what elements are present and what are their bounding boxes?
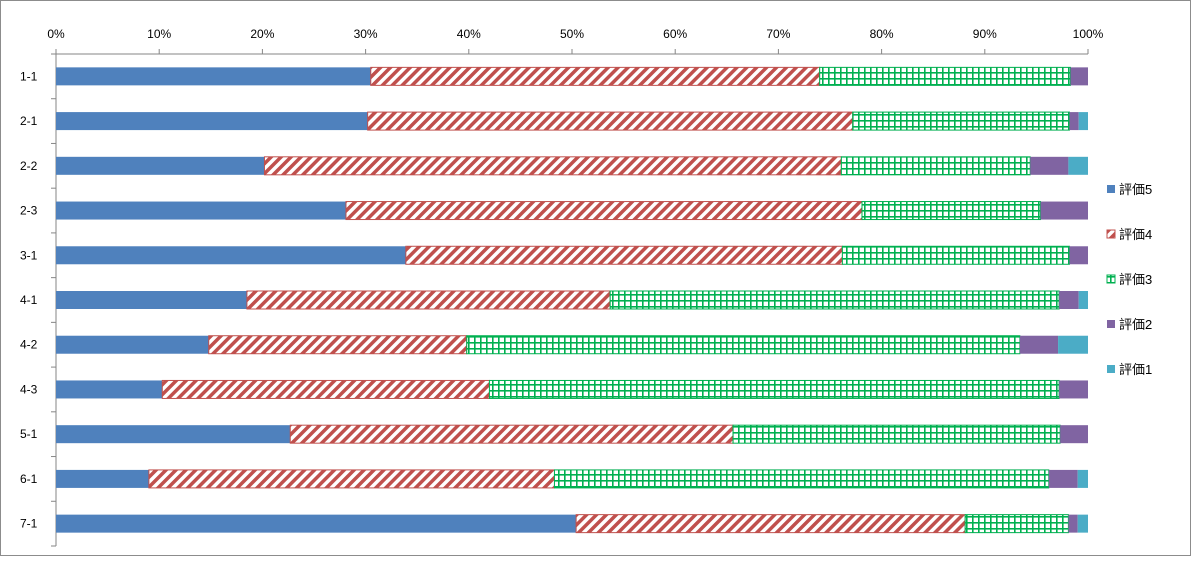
legend-swatch [1106,274,1116,284]
category-label: 4-2 [20,338,38,352]
bar-segment [56,291,247,309]
legend-label: 評価2 [1119,317,1152,332]
category-label: 7-1 [20,517,38,531]
x-tick-label: 20% [250,27,274,41]
bar-segment [1019,335,1059,354]
category-label: 5-1 [20,427,38,441]
x-tick-label: 100% [1073,27,1104,41]
category-label: 2-3 [20,204,38,218]
bar-segment [161,379,490,399]
x-tick-label: 0% [47,27,65,41]
bar-segment [370,66,821,86]
bar-segment [575,514,966,534]
bar-segment [1068,156,1088,175]
bar-segment [819,66,1071,86]
bar-segment [56,201,346,220]
category-label: 1-1 [20,69,38,83]
legend-label: 評価1 [1119,362,1152,377]
bar-segment [56,112,368,131]
bar-segment [208,335,468,355]
bar-segment [1078,112,1088,131]
bar-segment [1058,335,1088,354]
bar-segment [405,245,843,265]
category-label: 4-3 [20,382,38,396]
bar-segment [1060,425,1088,444]
bar-segment [345,201,863,221]
bar-segment [1069,112,1079,131]
category-label: 4-1 [20,293,38,307]
x-tick-label: 40% [457,27,481,41]
bar-segment [1059,380,1088,399]
bar-segment [840,156,1031,176]
bar-segment [56,156,265,175]
bar-segment [289,424,734,444]
bar-segment [1030,156,1069,175]
bar-segment [1069,246,1088,265]
legend-swatch [1107,365,1115,373]
legend-swatch [1107,320,1115,328]
bar-segment [367,111,854,131]
x-tick-label: 90% [973,27,997,41]
bar-segment [263,156,842,176]
bar-segment [553,469,1050,489]
x-tick-label: 70% [766,27,790,41]
bar-segment [1070,67,1088,86]
bar-segment [732,424,1061,444]
bar-segment [841,245,1070,265]
legend-label: 評価5 [1119,182,1152,197]
category-label: 3-1 [20,248,38,262]
bar-segment [56,67,371,86]
bar-segment [609,290,1060,310]
bar-segment [1048,469,1078,488]
category-label: 2-1 [20,114,38,128]
bar-segment [1068,514,1078,533]
bar-segment [1077,469,1088,488]
legend-label: 評価4 [1119,227,1152,242]
x-tick-label: 50% [560,27,584,41]
bar-segment [56,425,291,444]
x-tick-label: 80% [870,27,894,41]
bar-segment [56,469,149,488]
x-tick-label: 60% [663,27,687,41]
bar-segment [56,380,163,399]
bar-segment [488,379,1060,399]
bar-segment [964,514,1069,534]
bar-segment [466,335,1021,355]
bar-segment [1040,201,1088,220]
bar-segment [1078,291,1088,309]
bar-segment [246,290,611,310]
bar-segment [1077,514,1088,533]
bar-segment [56,246,406,265]
legend-swatch [1107,185,1115,193]
bar-segment [1059,291,1079,309]
bar-segment [861,201,1042,221]
legend-label: 評価3 [1119,272,1152,287]
legend-swatch [1106,229,1116,239]
category-label: 6-1 [20,472,38,486]
x-tick-label: 10% [147,27,171,41]
category-label: 2-2 [20,159,38,173]
bar-segment [148,469,555,489]
bar-segment [56,335,209,354]
bar-segment [56,514,577,533]
x-tick-label: 30% [354,27,378,41]
bar-segment [852,111,1070,131]
